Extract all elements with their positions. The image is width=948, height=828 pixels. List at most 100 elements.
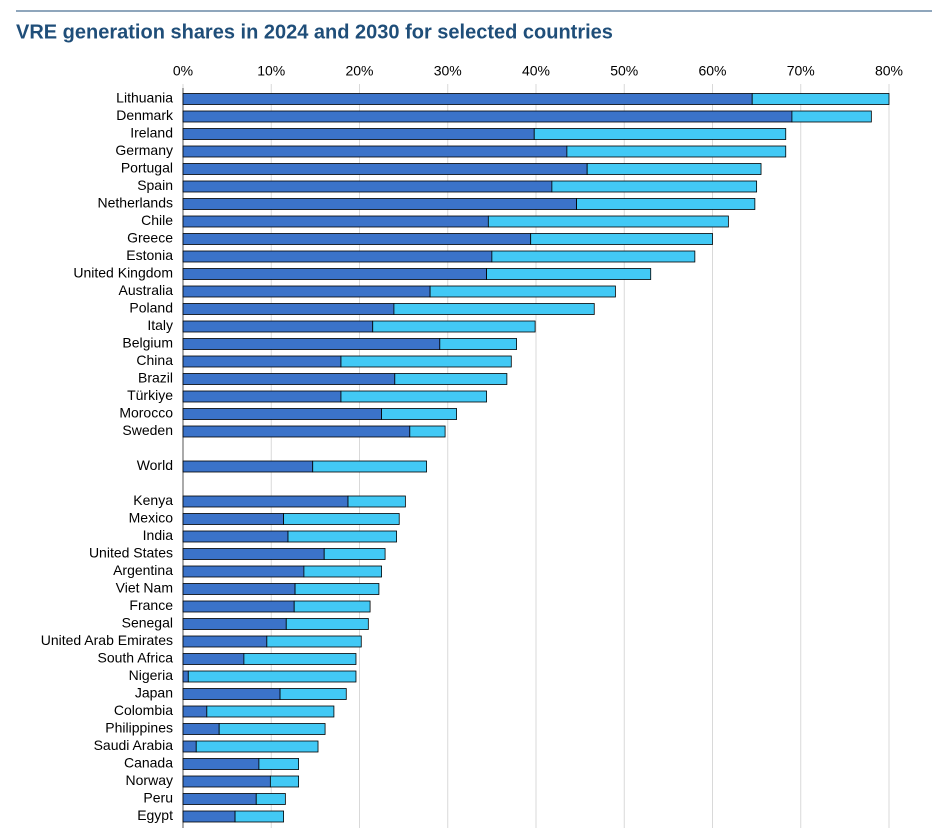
- bar-segment: [294, 583, 380, 595]
- bar-segment: [182, 373, 396, 385]
- bar-segment: [195, 740, 319, 753]
- bar-segment: [182, 460, 314, 473]
- y-tick-label: Peru: [143, 790, 173, 806]
- bar-segment: [439, 338, 517, 350]
- y-tick-label: Sweden: [122, 422, 173, 438]
- x-tick-label: 10%: [257, 63, 285, 79]
- y-tick-label: Morocco: [119, 405, 173, 421]
- y-tick-label: Nigeria: [129, 667, 174, 683]
- bar-segment: [255, 793, 286, 805]
- bar-segment: [182, 670, 189, 683]
- bar-segment: [266, 635, 362, 648]
- bar-segment: [551, 180, 758, 193]
- y-tick-label: South Africa: [98, 650, 174, 666]
- y-tick-label: Poland: [129, 300, 173, 316]
- bar-segment: [283, 513, 400, 525]
- y-tick-label: United Kingdom: [73, 265, 173, 281]
- y-tick-label: Denmark: [116, 107, 174, 123]
- y-tick-label: Canada: [124, 755, 173, 771]
- bar-segment: [182, 268, 487, 280]
- bar-segment: [182, 145, 568, 158]
- y-tick-label: Lithuania: [116, 90, 173, 106]
- y-tick-label: Türkiye: [127, 387, 173, 403]
- y-tick-label: Chile: [141, 212, 173, 228]
- bar-segment: [566, 145, 787, 158]
- y-tick-label: United Arab Emirates: [41, 632, 173, 648]
- bar-segment: [182, 285, 431, 298]
- bar-segment: [182, 215, 489, 228]
- y-tick-label: United States: [89, 545, 173, 561]
- bar-segment: [182, 548, 325, 560]
- bar-segment: [182, 530, 289, 543]
- bar-segment: [182, 390, 342, 403]
- bar-segment: [269, 775, 300, 788]
- y-tick-label: Colombia: [114, 702, 173, 718]
- y-tick-label: Greece: [127, 230, 173, 246]
- bar-segment: [533, 128, 787, 140]
- bar-segment: [381, 408, 457, 420]
- bar-segment: [234, 810, 285, 823]
- bar-segment: [182, 338, 441, 350]
- bar-segment: [576, 198, 756, 210]
- bar-segment: [182, 723, 220, 735]
- bar-segment: [182, 320, 374, 333]
- x-tick-label: 70%: [787, 63, 815, 79]
- bar-segment: [182, 408, 382, 420]
- bar-segment: [218, 723, 326, 735]
- bar-segment: [409, 425, 446, 438]
- y-tick-label: Egypt: [137, 807, 173, 823]
- bar-segment: [394, 373, 508, 385]
- x-tick-label: 0%: [173, 63, 193, 79]
- bar-segment: [340, 390, 487, 403]
- y-tick-label: Germany: [115, 142, 173, 158]
- bar-segment: [182, 198, 577, 210]
- bar-segment: [293, 600, 371, 613]
- bar-segment: [429, 285, 616, 298]
- bar-segment: [182, 233, 532, 245]
- bar-segment: [323, 548, 386, 560]
- y-tick-label: India: [143, 527, 174, 543]
- bar-segment: [393, 303, 595, 315]
- y-tick-label: Ireland: [130, 125, 173, 141]
- chart-title: VRE generation shares in 2024 and 2030 f…: [16, 21, 613, 43]
- x-tick-label: 20%: [345, 63, 373, 79]
- bar-segment: [182, 250, 493, 263]
- x-tick-label: 30%: [434, 63, 462, 79]
- bar-segment: [285, 618, 369, 630]
- bar-segment: [182, 128, 535, 140]
- bar-segment: [347, 495, 406, 508]
- bar-segment: [182, 600, 295, 613]
- bar-segment: [182, 688, 281, 700]
- bar-segment: [279, 688, 347, 700]
- bar-segment: [340, 355, 512, 368]
- y-tick-label: Viet Nam: [116, 580, 173, 596]
- bar-segment: [791, 110, 872, 123]
- y-tick-label: Belgium: [122, 335, 173, 351]
- bar-segment: [182, 495, 349, 508]
- bar-segment: [206, 705, 335, 718]
- y-tick-label: Japan: [135, 685, 173, 701]
- x-tick-label: 40%: [522, 63, 550, 79]
- y-tick-label: Estonia: [126, 247, 173, 263]
- y-tick-label: Spain: [137, 177, 173, 193]
- bar-segment: [182, 303, 395, 315]
- y-tick-label: France: [129, 597, 173, 613]
- bar-segment: [491, 250, 696, 263]
- bar-segment: [530, 233, 713, 245]
- bar-segment: [372, 320, 536, 333]
- x-tick-label: 60%: [698, 63, 726, 79]
- bar-segment: [182, 618, 287, 630]
- bar-segment: [182, 425, 411, 438]
- bar-segment: [182, 110, 793, 123]
- bar-segment: [182, 565, 305, 578]
- y-tick-label: China: [136, 352, 173, 368]
- y-tick-label: Italy: [147, 317, 173, 333]
- y-tick-label: Kenya: [133, 492, 173, 508]
- y-tick-label: Australia: [119, 282, 174, 298]
- bar-segment: [182, 705, 208, 718]
- bar-segment: [258, 758, 300, 770]
- bar-segment: [182, 740, 197, 753]
- bar-segment: [312, 460, 427, 473]
- y-tick-label: Portugal: [121, 160, 173, 176]
